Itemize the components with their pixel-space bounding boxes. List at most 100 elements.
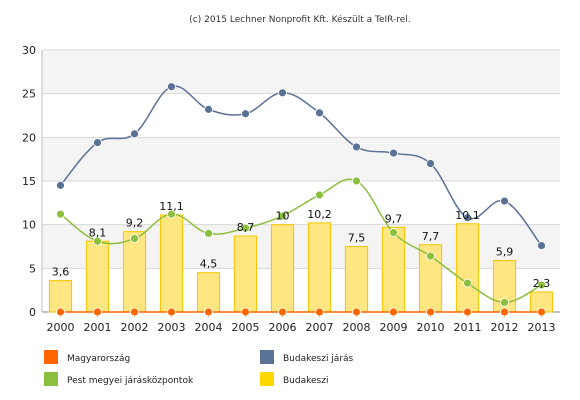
- data-point: [500, 297, 509, 307]
- bar-value-label: 10,1: [455, 209, 480, 222]
- x-tick-label: 2003: [158, 321, 186, 334]
- x-tick-label: 2010: [417, 321, 445, 334]
- data-point: [537, 307, 546, 317]
- x-tick-label: 2000: [47, 321, 75, 334]
- data-point: [278, 307, 287, 317]
- data-point: [204, 307, 213, 317]
- data-point: [56, 180, 65, 190]
- data-point: [56, 209, 65, 219]
- data-point: [389, 228, 398, 237]
- bar-value-label: 10: [276, 210, 290, 223]
- data-point: [93, 307, 102, 317]
- data-point: [278, 211, 287, 221]
- bar: [48, 280, 73, 313]
- data-point: [278, 88, 287, 98]
- bar-value-label: 11,1: [159, 200, 184, 213]
- data-point: [389, 148, 398, 158]
- legend-label: Budakeszi járás: [283, 354, 354, 364]
- data-point: [130, 234, 139, 244]
- x-tick-label: 2009: [380, 321, 408, 334]
- bar-value-label: 2,3: [533, 277, 551, 290]
- series-line-pest-megyei-j-r-sk-zpontok: [60, 178, 542, 304]
- series-line-budakeszi-j-r-s: [59, 85, 543, 247]
- x-tick-label: 2004: [195, 321, 223, 334]
- data-point: [463, 213, 472, 223]
- bar-value-label: 8,7: [237, 221, 255, 234]
- bar-value-label: 9,7: [385, 212, 403, 225]
- y-tick-label: 0: [29, 306, 36, 319]
- bar-value-label: 4,5: [200, 258, 218, 271]
- y-tick-label: 20: [22, 131, 36, 144]
- bar-value-label: 7,5: [348, 232, 366, 245]
- bar: [344, 246, 369, 313]
- bar: [122, 231, 147, 313]
- data-point: [56, 307, 65, 317]
- y-tick-label: 25: [22, 88, 36, 101]
- bar-value-label: 9,2: [126, 217, 144, 230]
- x-tick-label: 2012: [491, 321, 519, 334]
- data-point: [537, 280, 546, 290]
- data-point: [93, 236, 102, 246]
- plot-band: [42, 224, 560, 269]
- data-point: [315, 307, 324, 317]
- data-point: [389, 307, 398, 317]
- data-point: [352, 176, 361, 186]
- data-point: [500, 307, 509, 317]
- y-axis: 0 5 10 15 20 25 30: [22, 44, 43, 319]
- legend-swatch: [44, 350, 58, 364]
- y-tick-label: 15: [22, 175, 36, 188]
- bar: [196, 272, 221, 313]
- data-point: [130, 129, 139, 139]
- data-point: [537, 241, 546, 251]
- legend-swatch: [260, 372, 274, 386]
- x-tick-label: 2005: [232, 321, 260, 334]
- plot-band: [42, 137, 560, 181]
- legend-label: Magyarország: [67, 354, 130, 364]
- legend-swatch: [260, 350, 274, 364]
- plot-band: [42, 50, 560, 94]
- x-tick-label: 2008: [343, 321, 371, 334]
- bar: [233, 235, 258, 313]
- line-series: [56, 82, 546, 317]
- data-point: [352, 307, 361, 317]
- data-point: [315, 108, 324, 118]
- data-point: [204, 104, 213, 114]
- bar: [455, 223, 480, 313]
- bar: [85, 240, 110, 313]
- bar-value-label: 3,6: [52, 266, 70, 279]
- data-point: [426, 251, 435, 261]
- x-tick-label: 2006: [269, 321, 297, 334]
- bar-series-budakeszi: [48, 214, 554, 313]
- bar-data-labels: 3,6 8,1 9,2 11,1 4,5 8,7 10 10,2 7,5 9,7 7,7 10,1 5,…: [52, 200, 551, 290]
- data-point: [500, 196, 509, 206]
- data-point: [426, 159, 435, 168]
- bar: [159, 214, 184, 313]
- data-point: [167, 307, 176, 317]
- bar-value-label: 10,2: [307, 208, 332, 221]
- data-point: [426, 307, 435, 317]
- x-tick-label: 2001: [84, 321, 112, 334]
- legend-label: Budakeszi: [283, 376, 328, 386]
- bar: [270, 224, 295, 313]
- data-point: [463, 278, 472, 288]
- bar-value-label: 5,9: [496, 245, 514, 258]
- legend: Magyarország Budakeszi járás Pest megyei j…: [44, 350, 354, 386]
- y-tick-label: 30: [22, 44, 36, 57]
- data-point: [463, 307, 472, 317]
- y-tick-label: 5: [29, 262, 36, 275]
- data-point: [204, 228, 213, 238]
- data-point: [167, 82, 176, 92]
- x-tick-label: 2002: [121, 321, 149, 334]
- data-point: [241, 307, 250, 317]
- x-tick-label: 2007: [306, 321, 334, 334]
- bar-value-label: 8,1: [89, 226, 107, 239]
- data-point: [130, 307, 139, 317]
- data-point: [315, 190, 324, 200]
- data-point: [352, 142, 361, 152]
- x-tick-label: 2011: [454, 321, 482, 334]
- legend-swatch: [44, 372, 58, 386]
- data-point: [93, 138, 102, 147]
- x-axis: 2000 2001 2002 2003 2004 2005 2006 2007 2008 2009…: [42, 311, 560, 334]
